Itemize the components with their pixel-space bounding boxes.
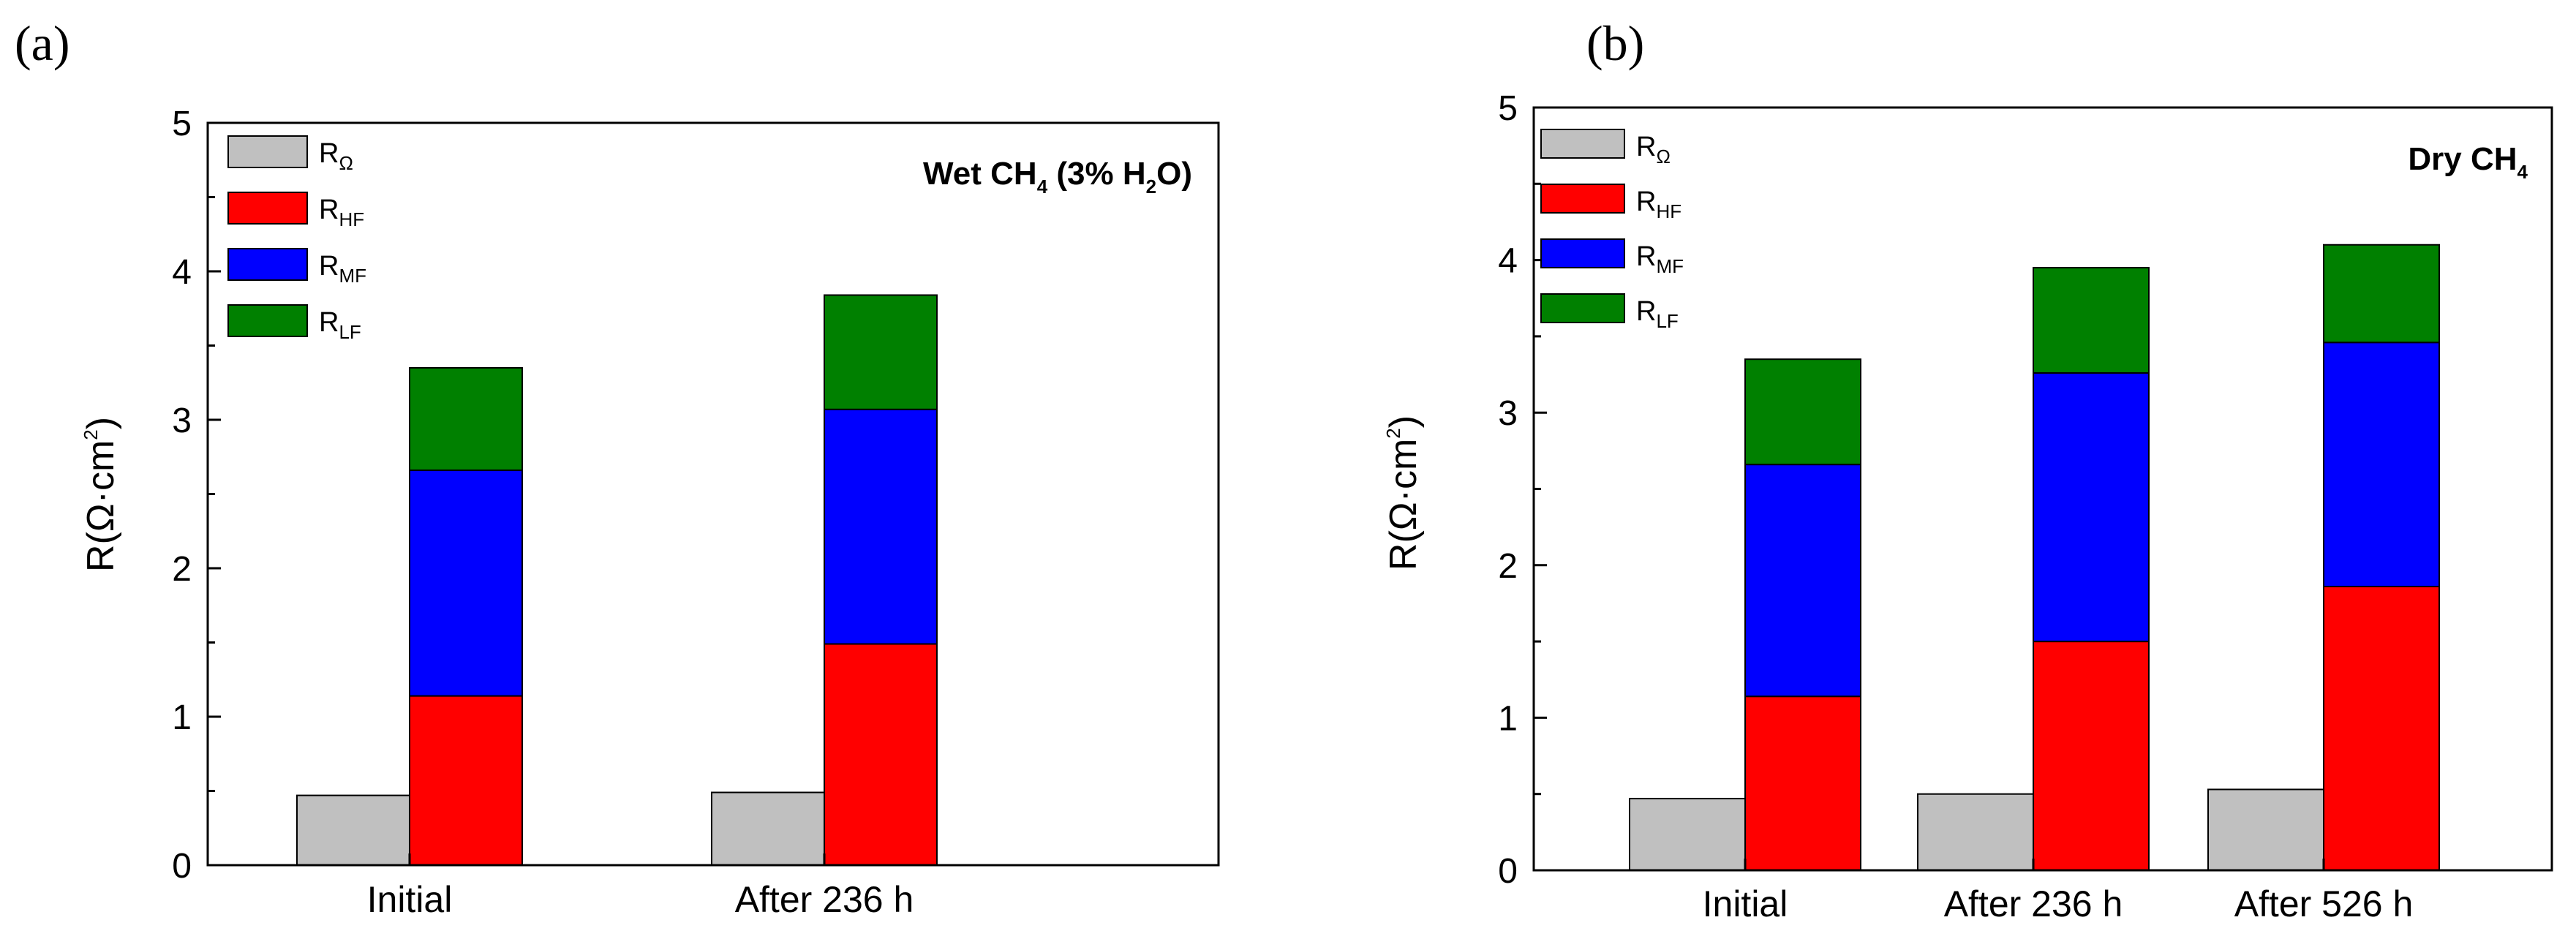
bar-r-ohm bbox=[711, 791, 825, 867]
bar-r-hf bbox=[2033, 641, 2150, 871]
bar-r-mf bbox=[2323, 342, 2440, 588]
bar-r-mf bbox=[1744, 464, 1861, 698]
bar-r-mf bbox=[2033, 372, 2150, 643]
legend-label: RΩ bbox=[1636, 132, 1671, 167]
legend-swatch bbox=[1540, 238, 1625, 268]
bar-r-hf bbox=[824, 643, 938, 867]
legend-label-sub: LF bbox=[1656, 310, 1678, 332]
bar-r-lf bbox=[409, 366, 523, 472]
y-tick-label: 4 bbox=[1498, 242, 1518, 281]
chart-svg-b: (b) Initial After 236 h After 526 h 0 1 2 3 4 5 R(… bbox=[1382, 15, 2553, 924]
bar-r-ohm bbox=[1917, 793, 2034, 871]
bar-r-hf bbox=[2323, 586, 2440, 872]
x-tick-label: After 236 h bbox=[1944, 883, 2123, 924]
y-axis-label-main: R(Ω·cm bbox=[1382, 439, 1425, 570]
annotation-text: O) bbox=[1156, 156, 1192, 192]
y-tick-label: 5 bbox=[172, 105, 192, 143]
x-tick-label: Initial bbox=[1703, 883, 1788, 924]
legend-label-sub: HF bbox=[339, 208, 364, 230]
legend-label-sub: Ω bbox=[339, 152, 353, 174]
legend-swatch bbox=[227, 248, 308, 281]
legend-swatch bbox=[227, 304, 308, 337]
y-axis-label-main: R(Ω·cm bbox=[80, 440, 122, 572]
legend-label: RMF bbox=[319, 251, 366, 287]
y-axis-label: R(Ω·cm2) bbox=[1382, 415, 1425, 570]
legend-label-sub: MF bbox=[1656, 255, 1684, 277]
annotation-text: Wet CH bbox=[923, 156, 1037, 192]
bar-r-ohm bbox=[1629, 797, 1746, 872]
chart-panel-b: (b) Initial After 236 h After 526 h 0 1 2 3 4 5 R(… bbox=[1288, 0, 2576, 950]
legend-label: RHF bbox=[319, 195, 364, 230]
y-tick-label: 2 bbox=[172, 550, 192, 589]
annotation-text: (3% H bbox=[1047, 156, 1145, 192]
legend-swatch bbox=[1540, 129, 1625, 159]
bar-r-lf bbox=[2323, 244, 2440, 344]
chart-svg-a: (a)Initial After 236 h012345R(Ω·cm2)RΩRHF… bbox=[15, 15, 1220, 920]
condition-annotation: Dry CH4 bbox=[2408, 141, 2528, 183]
bar-r-ohm bbox=[296, 794, 410, 866]
legend-label-sub: Ω bbox=[1656, 146, 1670, 167]
y-axis-label-sup: 2 bbox=[80, 429, 102, 440]
bar-r-hf bbox=[409, 695, 523, 867]
legend-swatch bbox=[1540, 293, 1625, 323]
y-tick-label: 1 bbox=[172, 698, 192, 737]
bar-r-ohm bbox=[2207, 788, 2324, 872]
y-tick-label: 1 bbox=[1498, 699, 1518, 738]
legend-swatch bbox=[1540, 184, 1625, 214]
y-tick-label: 5 bbox=[1498, 89, 1518, 128]
legend-label-base: R bbox=[319, 307, 339, 338]
legend-label-sub: MF bbox=[339, 265, 366, 287]
legend-label: RHF bbox=[1636, 186, 1681, 222]
legend-swatch bbox=[227, 192, 308, 225]
y-axis-label: R(Ω·cm2) bbox=[80, 417, 122, 572]
legend-label: RLF bbox=[1636, 296, 1679, 332]
legend-label-sub: HF bbox=[1656, 200, 1681, 222]
legend-label-base: R bbox=[1636, 186, 1656, 217]
condition-annotation: Wet CH4 (3% H2O) bbox=[923, 156, 1192, 197]
y-tick-label: 4 bbox=[172, 253, 192, 292]
legend-label-base: R bbox=[1636, 241, 1656, 272]
bar-r-lf bbox=[1744, 358, 1861, 466]
bar-r-mf bbox=[409, 470, 523, 697]
annotation-sub: 4 bbox=[2517, 161, 2528, 183]
annotation-text: Dry CH bbox=[2408, 141, 2517, 177]
y-axis-label-close: ) bbox=[1382, 415, 1425, 428]
panel-label: (a) bbox=[15, 15, 69, 71]
y-tick-label: 3 bbox=[172, 402, 192, 440]
legend-label: RMF bbox=[1636, 241, 1684, 277]
y-axis-label-close: ) bbox=[80, 417, 122, 429]
legend-swatch bbox=[227, 135, 308, 168]
panel-label: (b) bbox=[1586, 15, 1644, 71]
legend-label-base: R bbox=[319, 195, 339, 225]
annotation-sub: 2 bbox=[1146, 176, 1156, 197]
bar-r-lf bbox=[2033, 267, 2150, 374]
y-tick-label: 0 bbox=[172, 847, 192, 886]
bar-r-hf bbox=[1744, 695, 1861, 871]
legend-label-base: R bbox=[319, 138, 339, 169]
legend-label: RΩ bbox=[319, 138, 353, 174]
legend-label-base: R bbox=[1636, 296, 1656, 327]
x-tick-label: Initial bbox=[367, 879, 453, 920]
y-tick-label: 0 bbox=[1498, 852, 1518, 891]
chart-panel-a: (a) Initial After 236 h 0 1 2 3 4 5 R(Ω·cm2) RΩ RHF… bbox=[15, 15, 1220, 920]
y-axis-label-sup: 2 bbox=[1382, 428, 1404, 438]
plot-frame bbox=[206, 121, 1220, 867]
y-tick-label: 2 bbox=[1498, 547, 1518, 586]
legend-label-sub: LF bbox=[339, 321, 361, 343]
annotation-sub: 4 bbox=[1037, 176, 1048, 197]
x-tick-label: After 526 h bbox=[2234, 883, 2414, 924]
bar-r-mf bbox=[824, 408, 938, 645]
legend-label-base: R bbox=[1636, 132, 1656, 162]
legend-label: RLF bbox=[319, 307, 361, 343]
bar-r-lf bbox=[824, 294, 938, 410]
legend-label-base: R bbox=[319, 251, 339, 282]
x-tick-label: After 236 h bbox=[735, 879, 914, 920]
y-tick-label: 3 bbox=[1498, 394, 1518, 433]
